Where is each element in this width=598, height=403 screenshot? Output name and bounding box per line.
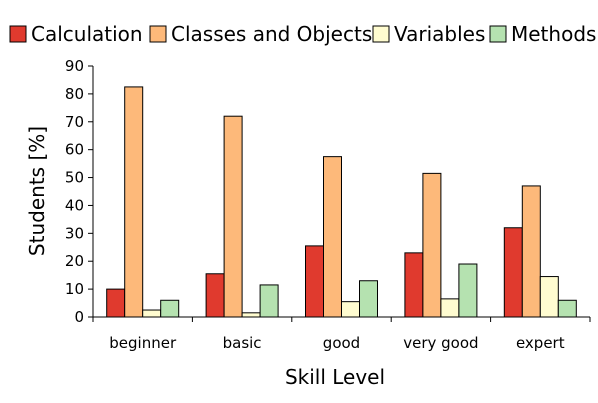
x-tick-label: beginner [109,334,177,352]
x-axis-title: Skill Level [285,365,385,389]
bar-methods [458,263,478,318]
legend: Calculation Classes and Objects Variables M… [9,22,596,46]
bar-calculation [305,245,324,318]
legend-swatch [9,25,27,43]
legend-swatch [149,25,167,43]
bar-methods [557,299,577,318]
y-tick-label: 0 [74,308,84,326]
legend-label: Methods [511,22,596,46]
legend-label: Calculation [31,22,143,46]
bar-methods [259,284,279,318]
bar-classes-and-objects [323,156,342,318]
bar-methods [359,280,378,318]
y-axis: 0 10 20 30 40 50 60 70 80 90 [65,57,94,326]
x-axis: beginner basic good very good expert [92,316,591,352]
y-tick-label: 20 [65,252,84,270]
bar-variables [341,301,360,318]
bars [106,86,577,318]
y-tick-label: 50 [65,169,84,187]
x-tick-label: very good [403,334,478,352]
bar-classes-and-objects [223,115,243,318]
bar-classes-and-objects [422,172,442,318]
legend-swatch [372,25,390,43]
y-tick-label: 30 [65,224,84,242]
y-tick-label: 60 [65,141,84,159]
bar-calculation [205,273,225,318]
legend-label: Variables [394,22,485,46]
bar-variables [241,312,261,318]
bar-calculation [106,288,126,318]
bar-classes-and-objects [521,185,541,318]
bar-methods [160,299,180,318]
bar-calculation [503,227,523,318]
bar-variables [142,309,162,318]
y-tick-label: 70 [65,113,84,131]
x-tick-label: basic [223,334,262,352]
y-tick-label: 90 [65,57,84,75]
y-tick-label: 10 [65,280,84,298]
bar-variables [539,276,559,318]
y-tick-label: 40 [65,196,84,214]
bar-classes-and-objects [124,86,144,318]
x-tick-label: expert [516,334,565,352]
y-tick-label: 80 [65,85,84,103]
bar-variables [440,298,460,318]
y-axis-title: Students [%] [25,126,49,256]
legend-swatch [489,25,507,43]
bar-calculation [404,252,424,318]
x-tick-label: good [323,334,360,352]
legend-label: Classes and Objects [171,22,372,46]
